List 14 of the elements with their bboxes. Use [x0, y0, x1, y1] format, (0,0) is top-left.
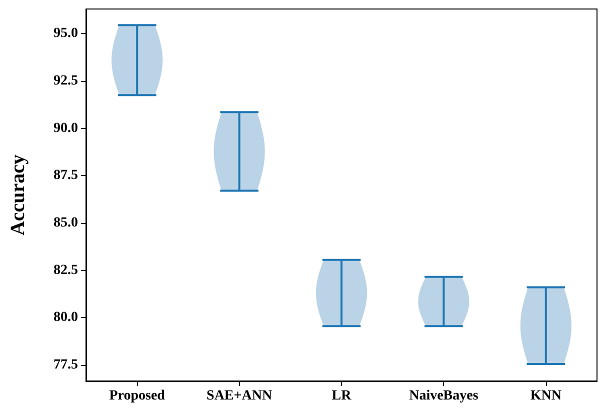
y-tick-label: 90.0: [54, 120, 78, 136]
y-axis-title: Accuracy: [7, 154, 29, 236]
y-tick-label: 92.5: [54, 73, 78, 88]
x-tick-label: NaiveBayes: [409, 388, 479, 404]
y-tick-label: 82.5: [54, 262, 78, 278]
y-tick-label: 95.0: [54, 26, 78, 42]
x-tick-label: KNN: [530, 388, 562, 404]
x-tick-label: SAE+ANN: [206, 388, 272, 404]
y-tick-label: 87.5: [54, 168, 78, 184]
y-tick-label: 77.5: [54, 357, 78, 372]
x-tick-label: Proposed: [109, 388, 166, 404]
y-tick-label: 80.0: [54, 310, 78, 326]
x-tick-label: LR: [332, 388, 352, 404]
y-tick-label: 85.0: [54, 215, 78, 230]
